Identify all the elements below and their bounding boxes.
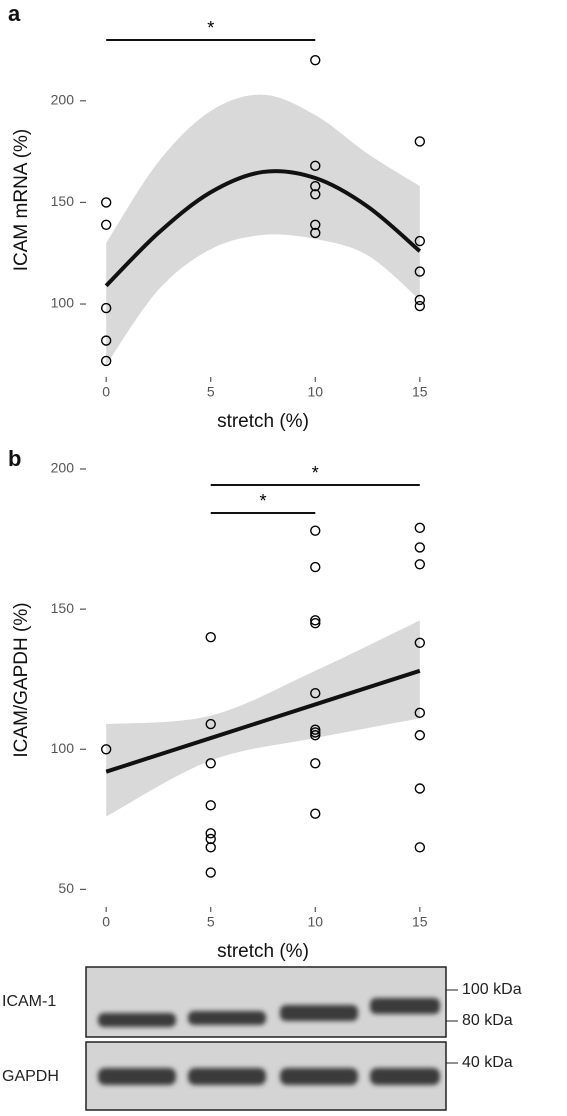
panel-label: a xyxy=(8,1,21,26)
data-point xyxy=(205,800,216,811)
data-point xyxy=(310,54,321,66)
data-point xyxy=(100,197,112,208)
data-point xyxy=(310,688,321,699)
y-tick-label: 150 xyxy=(51,193,75,209)
x-tick-label: 5 xyxy=(207,384,215,400)
data-point xyxy=(310,615,321,626)
y-tick-label: 200 xyxy=(51,92,75,108)
data-point xyxy=(310,727,321,738)
data-point xyxy=(414,842,426,853)
data-point xyxy=(414,235,426,247)
data-point xyxy=(205,718,216,730)
confidence-band xyxy=(106,94,420,365)
data-point xyxy=(310,219,321,230)
data-point xyxy=(310,561,321,573)
marker-label: 80 kDa xyxy=(462,1012,513,1029)
blot: ICAM-1 GAPDH 100 kDa 80 kDa 40 kDa xyxy=(2,966,522,1111)
data-point xyxy=(414,559,426,570)
x-tick-label: 5 xyxy=(207,914,215,930)
data-point xyxy=(100,335,112,346)
data-point xyxy=(414,266,426,277)
y-tick-label: 100 xyxy=(51,295,75,311)
data-point xyxy=(100,302,112,314)
data-point xyxy=(414,522,426,534)
confidence-band xyxy=(106,620,420,817)
fit-line xyxy=(104,169,422,288)
y-tick-label: 200 xyxy=(51,460,75,476)
panel-label: b xyxy=(8,446,21,471)
data-point xyxy=(205,828,216,839)
data-point xyxy=(205,758,216,769)
y-axis-label: ICAM/GAPDH (%) xyxy=(11,602,32,757)
data-point xyxy=(310,180,321,192)
data-point xyxy=(414,637,426,648)
blot-row-label: ICAM-1 xyxy=(2,993,56,1010)
blot-row-label: GAPDH xyxy=(2,1068,59,1085)
y-axis-label: ICAM mRNA (%) xyxy=(11,129,32,272)
data-point xyxy=(414,300,426,312)
y-tick-label: 100 xyxy=(51,740,75,756)
data-point xyxy=(310,724,321,735)
data-point xyxy=(310,808,321,819)
data-point xyxy=(414,707,426,719)
x-tick-label: 0 xyxy=(102,914,110,930)
data-point xyxy=(414,783,426,794)
data-point xyxy=(414,136,426,147)
marker-label: 100 kDa xyxy=(462,981,522,998)
x-tick-label: 15 xyxy=(412,384,428,400)
data-point xyxy=(100,744,112,755)
x-axis-label: stretch (%) xyxy=(217,411,309,432)
data-point xyxy=(414,730,426,741)
significance-label: * xyxy=(259,491,266,511)
data-point xyxy=(310,617,321,629)
data-point xyxy=(414,542,426,553)
data-point xyxy=(100,219,112,230)
data-point xyxy=(310,160,321,172)
data-point xyxy=(310,189,321,200)
data-point xyxy=(205,842,216,853)
y-tick-label: 50 xyxy=(58,880,74,896)
y-tick-label: 150 xyxy=(51,600,75,616)
significance-label: * xyxy=(312,463,319,483)
data-point xyxy=(205,631,216,643)
x-tick-label: 0 xyxy=(102,384,110,400)
data-point xyxy=(310,227,321,239)
data-point xyxy=(310,758,321,769)
x-axis-label: stretch (%) xyxy=(217,941,309,962)
data-point xyxy=(205,867,216,878)
significance-label: * xyxy=(207,18,214,38)
data-point xyxy=(310,730,321,741)
marker-label: 40 kDa xyxy=(462,1054,513,1071)
bands xyxy=(98,998,440,1085)
data-point xyxy=(205,833,216,845)
x-tick-label: 15 xyxy=(412,914,428,930)
data-point xyxy=(310,525,321,536)
x-tick-label: 10 xyxy=(307,914,323,930)
fit-line xyxy=(105,668,421,774)
data-point xyxy=(100,355,112,367)
data-point xyxy=(414,294,426,306)
x-tick-label: 10 xyxy=(307,384,323,400)
